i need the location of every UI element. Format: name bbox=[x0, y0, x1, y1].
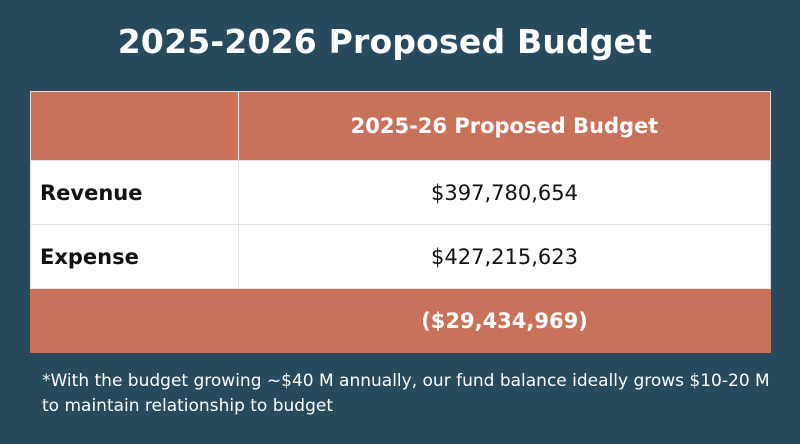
row-label-revenue: Revenue bbox=[30, 160, 239, 225]
budget-table: 2025-26 Proposed Budget Revenue $397,780… bbox=[30, 91, 771, 353]
page-title: 2025-2026 Proposed Budget bbox=[117, 22, 653, 61]
row-value-expense: $427,215,623 bbox=[238, 224, 771, 289]
table-row-expense: Expense $427,215,623 bbox=[30, 224, 771, 289]
header-proposed-budget: 2025-26 Proposed Budget bbox=[238, 91, 771, 161]
row-label-expense: Expense bbox=[30, 224, 239, 289]
row-value-revenue: $397,780,654 bbox=[238, 160, 771, 225]
total-value: ($29,434,969) bbox=[238, 288, 771, 353]
table-row-total: ($29,434,969) bbox=[30, 288, 771, 353]
table-row-revenue: Revenue $397,780,654 bbox=[30, 160, 771, 225]
header-empty-cell bbox=[30, 91, 239, 161]
footnote: *With the budget growing ~$40 M annually… bbox=[42, 371, 770, 416]
table-header-row: 2025-26 Proposed Budget bbox=[30, 91, 771, 161]
total-label bbox=[30, 288, 239, 353]
